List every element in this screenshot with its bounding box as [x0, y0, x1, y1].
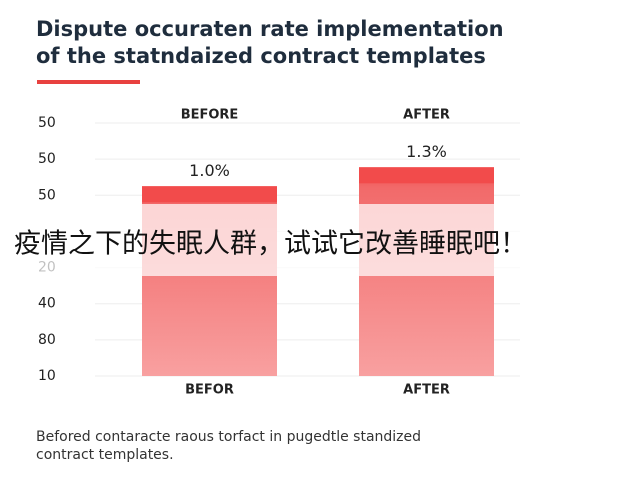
bar-cap [359, 167, 494, 184]
chart-title: of the statndaized contract templates [36, 44, 486, 68]
value-label: 1.0% [189, 161, 230, 180]
y-tick-label: 80 [38, 332, 56, 348]
bar-cap [142, 186, 277, 203]
chart-title: Dispute occuraten rate implementation [36, 17, 504, 41]
y-tick-label: 50 [38, 151, 56, 167]
x-tick-label: BEFOR [185, 383, 234, 398]
column-header: AFTER [403, 108, 450, 123]
title-underline [37, 80, 140, 84]
y-tick-label: 40 [38, 296, 56, 312]
footnote: contract templates. [36, 447, 174, 463]
overlay-band [0, 204, 640, 276]
column-header: BEFORE [181, 108, 239, 123]
overlay-text: 疫情之下的失眠人群，试试它改善睡眠吧！ [14, 229, 527, 260]
y-tick-label: 50 [38, 187, 56, 203]
y-tick-label: 50 [38, 115, 56, 131]
footnote: Befored contaracte raous torfact in puge… [36, 429, 421, 445]
x-tick-label: AFTER [403, 383, 450, 398]
y-tick-label: 10 [38, 368, 56, 384]
value-label: 1.3% [406, 142, 447, 161]
